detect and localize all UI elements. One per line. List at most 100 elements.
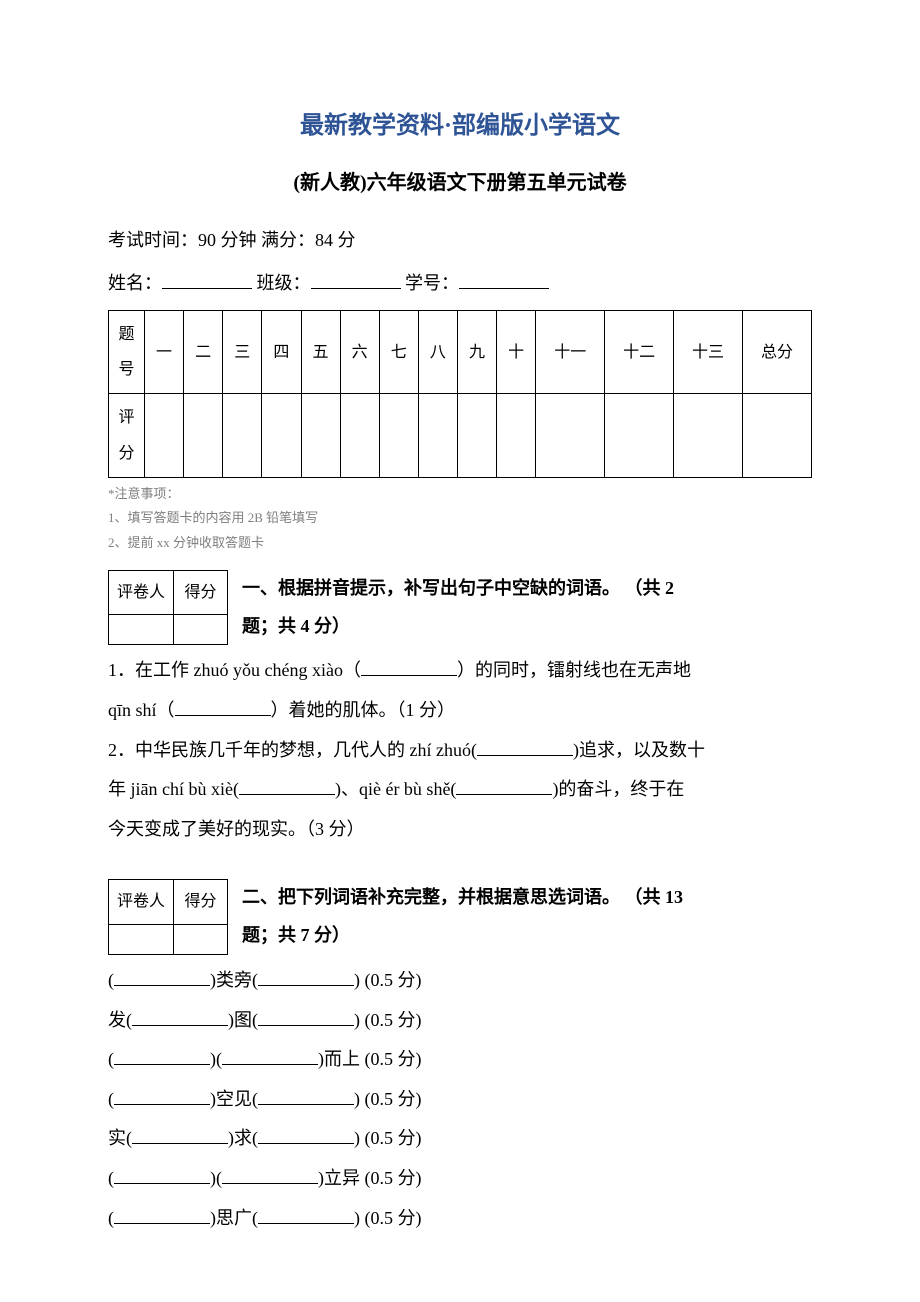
q-text: 实(: [108, 1128, 132, 1148]
score-label: 得分: [174, 570, 228, 614]
list-item: ()空见() (0.5 分): [108, 1080, 812, 1120]
section-title-text: 一、根据拼音提示，补写出句子中空缺的词语。 （共 2: [242, 578, 674, 598]
col-cell: 七: [379, 310, 418, 393]
list-item: ()()而上 (0.5 分): [108, 1040, 812, 1080]
answer-blank[interactable]: [222, 1047, 318, 1065]
q-text: )(: [210, 1168, 222, 1188]
q-text: )、qiè ér bù shě(: [335, 779, 456, 799]
col-cell: 四: [262, 310, 301, 393]
q-text: ) (0.5 分): [354, 1128, 421, 1148]
answer-blank[interactable]: [258, 1087, 354, 1105]
grader-table: 评卷人 得分: [108, 570, 228, 645]
score-cell[interactable]: [497, 394, 536, 477]
class-blank[interactable]: [311, 271, 401, 289]
q-text: 发(: [108, 1010, 132, 1030]
list-item: ()()立异 (0.5 分): [108, 1159, 812, 1199]
sub-title: (新人教)六年级语文下册第五单元试卷: [108, 161, 812, 205]
grader-cell[interactable]: [109, 924, 174, 954]
q-text: 1．在工作 zhuó yǒu chéng xiào（: [108, 660, 361, 680]
score-cell[interactable]: [301, 394, 340, 477]
col-cell: 十: [497, 310, 536, 393]
score-cell[interactable]: [458, 394, 497, 477]
answer-blank[interactable]: [239, 777, 335, 795]
answer-blank[interactable]: [175, 698, 271, 716]
score-label: 得分: [174, 880, 228, 924]
q-text: ）着她的肌体。（1 分）: [271, 700, 456, 720]
q-text: 2．中华民族几千年的梦想，几代人的 zhí zhuó(: [108, 740, 477, 760]
main-title: 最新教学资料·部编版小学语文: [108, 100, 812, 153]
score-table: 题号 一 二 三 四 五 六 七 八 九 十 十一 十二 十三 总分 评分: [108, 310, 812, 478]
answer-blank[interactable]: [258, 1126, 354, 1144]
notes-line: 2、提前 xx 分钟收取答题卡: [108, 531, 812, 556]
score-cell[interactable]: [605, 394, 674, 477]
score-cell[interactable]: [674, 394, 743, 477]
table-row: 评分: [109, 394, 812, 477]
col-cell: 一: [145, 310, 184, 393]
score-cell[interactable]: [262, 394, 301, 477]
score-cell[interactable]: [379, 394, 418, 477]
answer-blank[interactable]: [456, 777, 552, 795]
score-cell[interactable]: [223, 394, 262, 477]
score-cell[interactable]: [418, 394, 457, 477]
question-1: 1．在工作 zhuó yǒu chéng xiào（）的同时，镭射线也在无声地: [108, 651, 812, 691]
score-cell[interactable]: [743, 394, 812, 477]
section-2-items: ()类旁() (0.5 分)发()图() (0.5 分)()()而上 (0.5 …: [108, 961, 812, 1238]
grader-cell[interactable]: [109, 614, 174, 644]
list-item: ()类旁() (0.5 分): [108, 961, 812, 1001]
id-blank[interactable]: [459, 271, 549, 289]
col-cell: 五: [301, 310, 340, 393]
score-cell[interactable]: [174, 614, 228, 644]
exam-info: 考试时间：90 分钟 满分：84 分: [108, 221, 812, 261]
answer-blank[interactable]: [114, 1166, 210, 1184]
question-2: 2．中华民族几千年的梦想，几代人的 zhí zhuó()追求，以及数十: [108, 731, 812, 771]
answer-blank[interactable]: [361, 658, 457, 676]
col-cell: 十一: [536, 310, 605, 393]
col-cell: 九: [458, 310, 497, 393]
col-cell: 二: [184, 310, 223, 393]
q-text: )图(: [228, 1010, 258, 1030]
col-cell: 六: [340, 310, 379, 393]
name-blank[interactable]: [162, 271, 252, 289]
score-cell[interactable]: [145, 394, 184, 477]
question-2b: 年 jiān chí bù xiè()、qiè ér bù shě()的奋斗，终…: [108, 770, 812, 810]
notes-heading: *注意事项：: [108, 482, 812, 507]
answer-blank[interactable]: [114, 968, 210, 986]
grader-label: 评卷人: [109, 570, 174, 614]
q-text: )思广(: [210, 1208, 258, 1228]
q-text: )而上 (0.5 分): [318, 1049, 421, 1069]
score-cell[interactable]: [536, 394, 605, 477]
q-text: )立异 (0.5 分): [318, 1168, 421, 1188]
q-text: 年 jiān chí bù xiè(: [108, 779, 239, 799]
answer-blank[interactable]: [132, 1126, 228, 1144]
score-cell[interactable]: [184, 394, 223, 477]
answer-blank[interactable]: [258, 1206, 354, 1224]
section-2-title: 二、把下列词语补充完整，并根据意思选词语。 （共 13 题；共 7 分）: [242, 879, 812, 955]
col-cell: 总分: [743, 310, 812, 393]
answer-blank[interactable]: [258, 968, 354, 986]
q-text: ) (0.5 分): [354, 970, 421, 990]
list-item: 发()图() (0.5 分): [108, 1001, 812, 1041]
answer-blank[interactable]: [114, 1206, 210, 1224]
answer-blank[interactable]: [114, 1087, 210, 1105]
id-label: 学号：: [405, 273, 459, 293]
question-1b: qīn shí（）着她的肌体。（1 分）: [108, 691, 812, 731]
col-cell: 十三: [674, 310, 743, 393]
answer-blank[interactable]: [222, 1166, 318, 1184]
grader-table: 评卷人 得分: [108, 879, 228, 954]
answer-blank[interactable]: [477, 738, 573, 756]
student-info-line: 姓名： 班级： 学号：: [108, 264, 812, 304]
answer-blank[interactable]: [258, 1008, 354, 1026]
q-text: )类旁(: [210, 970, 258, 990]
answer-blank[interactable]: [114, 1047, 210, 1065]
name-label: 姓名：: [108, 273, 162, 293]
question-2c: 今天变成了美好的现实。（3 分）: [108, 810, 812, 850]
q-text: )空见(: [210, 1089, 258, 1109]
col-cell: 八: [418, 310, 457, 393]
row-header: 评分: [109, 394, 145, 477]
q-text: )(: [210, 1049, 222, 1069]
col-cell: 三: [223, 310, 262, 393]
grader-label: 评卷人: [109, 880, 174, 924]
answer-blank[interactable]: [132, 1008, 228, 1026]
score-cell[interactable]: [174, 924, 228, 954]
score-cell[interactable]: [340, 394, 379, 477]
